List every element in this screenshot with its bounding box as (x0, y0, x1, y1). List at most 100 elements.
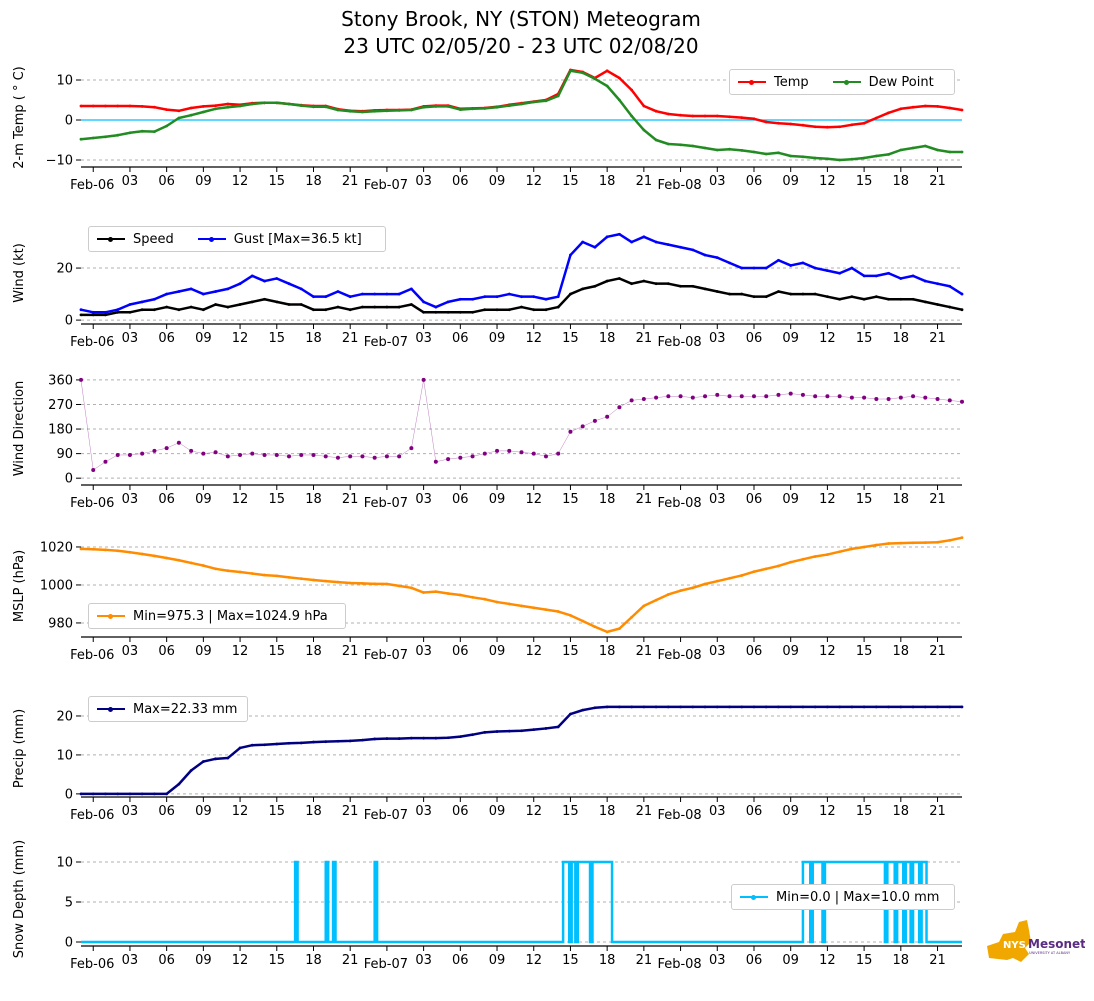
wind-gust-point (153, 297, 156, 301)
direction-direction-point (703, 394, 708, 399)
temp-temp-point (153, 105, 156, 109)
direction-direction-point (568, 429, 573, 434)
wind-speed-point (495, 308, 499, 312)
direction-direction-point (164, 446, 169, 451)
temp-dew-point-point (422, 105, 426, 109)
wind-speed-point (483, 308, 487, 312)
precip-precip-point (226, 756, 230, 760)
precip-precip-point (458, 735, 462, 739)
mslp-xtick-label: 03 (709, 644, 726, 659)
temp-temp-point (936, 105, 939, 108)
direction-direction-point (360, 454, 365, 459)
wind-speed-point (165, 305, 169, 309)
mslp-mslp-point (361, 582, 364, 585)
mslp-mslp-point (605, 630, 609, 634)
mslp-ytick-label: 980 (48, 616, 73, 631)
temp-xtick-label: 18 (893, 174, 910, 189)
wind-speed-point (275, 300, 279, 304)
wind-speed-point (801, 292, 805, 296)
precip-precip-point (299, 741, 303, 745)
temp-xtick-label: 18 (305, 174, 322, 189)
svg-text:Mesonet: Mesonet (1028, 937, 1085, 951)
wind-speed-point (422, 310, 426, 314)
wind-gust-point (189, 287, 193, 291)
legend-swatch-mslp (97, 613, 125, 619)
legend-swatch-dew (832, 79, 861, 85)
wind-speed-point (666, 282, 670, 286)
precip-precip-point (532, 728, 536, 732)
precip-xtick-label: 18 (893, 804, 910, 819)
direction-xtick-label: 06 (452, 492, 469, 507)
precip-precip-point (397, 737, 401, 740)
precip-precip-point (703, 705, 707, 709)
mslp-xtick-label: 18 (305, 644, 322, 659)
precip-precip-point (789, 705, 793, 709)
temp-dew-point-point (116, 133, 120, 137)
wind-speed-point (312, 308, 315, 312)
wind-xtick-label: 15 (562, 331, 579, 346)
precip-xtick-label: 18 (599, 804, 616, 819)
temp-dew-point-point (715, 148, 719, 152)
temp-dew-point-point (654, 138, 658, 142)
wind-gust-point (752, 266, 756, 270)
wind-xtick-label: 21 (342, 331, 359, 346)
direction-direction-point (654, 395, 659, 400)
legend-swatch-temp (738, 79, 766, 85)
temp-dew-point-point (703, 146, 707, 150)
precip-ytick-label: 10 (56, 748, 73, 763)
wind-speed-point (936, 303, 939, 306)
mslp-xtick-label: 21 (929, 644, 946, 659)
mslp-mslp-point (544, 608, 548, 612)
wind-xtick-label: 12 (819, 331, 836, 346)
wind-xtick-label: 21 (636, 331, 653, 346)
direction-direction-point (605, 414, 610, 419)
temp-dew-point-point (691, 144, 695, 148)
temp-dew-point-point (960, 150, 964, 154)
temp-xtick-label: 03 (415, 174, 432, 189)
direction-direction-point (482, 451, 487, 456)
mslp-mslp-point (630, 615, 634, 619)
wind-gust-point (507, 292, 511, 296)
temp-dew-point-point (385, 109, 389, 113)
wind-gust-point (226, 287, 230, 291)
wind-gust-point (887, 271, 890, 275)
mslp-mslp-point (128, 550, 132, 554)
snow-depth-xtick-label: 18 (893, 953, 910, 968)
precip-precip-point (826, 705, 829, 709)
legend-label-snow: Min=0.0 | Max=10.0 mm (776, 889, 940, 905)
temp-xtick-label: 12 (232, 174, 249, 189)
direction-ylabel: Wind Direction (12, 381, 27, 477)
wind-speed-point (385, 305, 389, 309)
precip-xtick-label: 03 (415, 804, 432, 819)
wind-gust-point (140, 300, 144, 304)
temp-dew-point-point (495, 105, 499, 109)
temp-dew-point-point (214, 107, 217, 111)
temp-temp-point (874, 116, 878, 120)
precip-precip-point (140, 792, 144, 796)
direction-direction-point (947, 398, 952, 403)
snow-depth-ytick-label: 10 (56, 856, 73, 871)
precip-precip-point (923, 705, 927, 709)
temp-temp-point (887, 111, 890, 115)
temp-dew-point-point (581, 71, 585, 75)
snow-depth-xtick-label: 15 (269, 953, 286, 968)
temp-xtick-label: 09 (489, 174, 506, 189)
temp-xtick-label: 18 (599, 174, 616, 189)
precip-precip-point (520, 729, 523, 733)
mslp-mslp-point (397, 584, 401, 588)
wind-speed-point (140, 308, 144, 312)
mslp-mslp-point (691, 586, 695, 590)
wind-xtick-label: 09 (195, 331, 212, 346)
legend-label-temp: Temp (774, 74, 809, 90)
title-station: Stony Brook, NY (STON) Meteogram (341, 7, 701, 31)
temp-temp-point (679, 113, 682, 117)
temp-xtick-label: 09 (195, 174, 212, 189)
temp-xtick-label: Feb-07 (364, 178, 408, 193)
precip-precip-point (153, 792, 156, 796)
snow-depth-xtick-label: Feb-06 (70, 957, 114, 972)
legend-label-speed: Speed (133, 231, 174, 247)
wind-speed-point (887, 297, 890, 301)
mslp-xtick-label: 15 (269, 644, 286, 659)
mslp-mslp-point (434, 590, 438, 594)
mslp-xtick-label: 12 (819, 644, 836, 659)
